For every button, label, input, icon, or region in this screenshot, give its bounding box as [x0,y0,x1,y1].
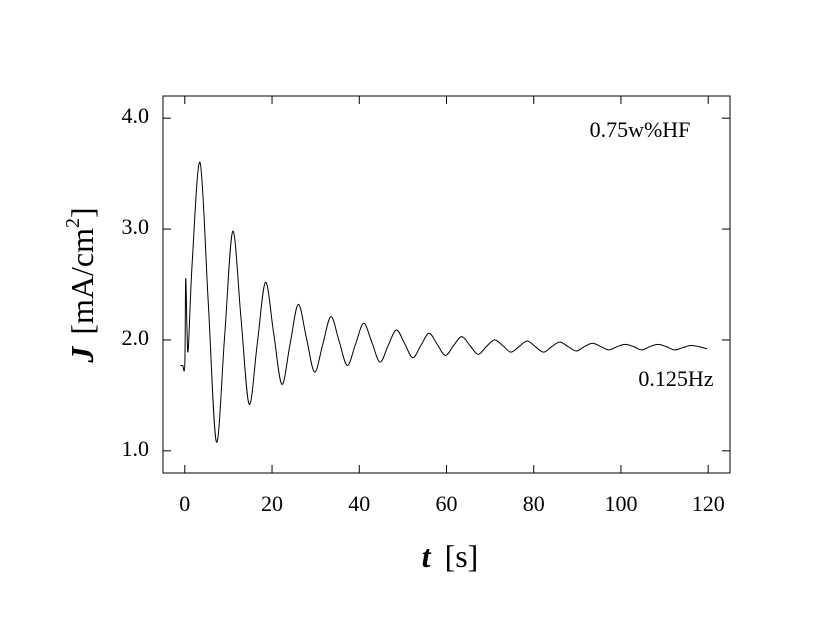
data-line [180,162,708,443]
x-tick-label: 80 [523,491,545,516]
annotation: 0.75w%HF [590,117,691,142]
x-tick-label: 40 [348,491,370,516]
x-label-symbol: t [422,538,432,574]
plot-frame [162,95,731,474]
x-tick-label: 20 [261,491,283,516]
y-label-symbol: J [64,346,100,364]
annotation: 0.125Hz [638,366,713,391]
y-axis-label: J [mA/cm2] [62,207,101,363]
x-tick-label: 120 [692,491,725,516]
y-tick-label: 4.0 [122,103,150,128]
x-tick-label: 100 [604,491,637,516]
x-tick-label: 0 [179,491,190,516]
y-tick-label: 2.0 [122,325,150,350]
y-tick-label: 1.0 [122,436,150,461]
y-label-sup: 2 [62,218,84,228]
x-tick-label: 60 [436,491,458,516]
x-axis-label: t [s] [422,538,479,574]
x-label-unit: [s] [445,538,479,574]
y-label-close: ] [64,207,100,218]
y-label-unit: [mA/cm [64,228,100,335]
y-tick-label: 3.0 [122,214,150,239]
